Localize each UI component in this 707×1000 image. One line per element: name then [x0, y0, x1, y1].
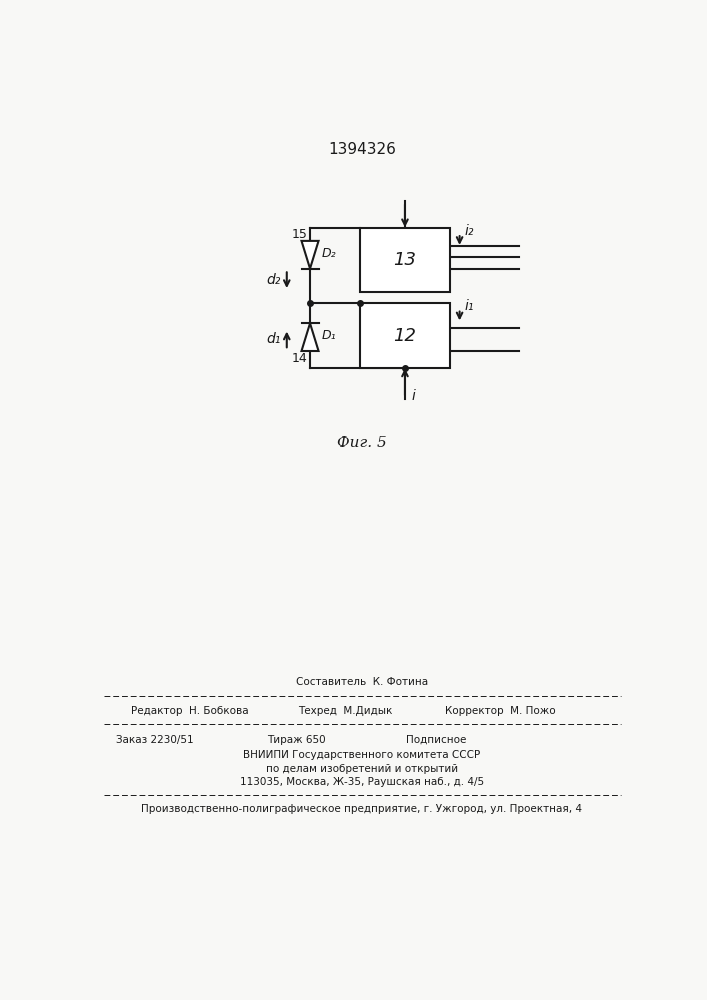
- Text: 14: 14: [292, 352, 308, 365]
- Text: 15: 15: [292, 228, 308, 241]
- Text: по делам изобретений и открытий: по делам изобретений и открытий: [266, 764, 458, 774]
- Text: Подписное: Подписное: [406, 735, 467, 745]
- Text: 13: 13: [394, 251, 416, 269]
- Text: Редактор  Н. Бобкова: Редактор Н. Бобкова: [131, 706, 249, 716]
- Text: D₂: D₂: [322, 247, 337, 260]
- Text: d₂: d₂: [267, 273, 281, 287]
- Text: i₁: i₁: [464, 299, 474, 313]
- Text: Тираж 650: Тираж 650: [267, 735, 325, 745]
- Polygon shape: [301, 241, 319, 269]
- Text: 1394326: 1394326: [328, 142, 396, 157]
- Text: D₁: D₁: [322, 329, 337, 342]
- Text: Производственно-полиграфическое предприятие, г. Ужгород, ул. Проектная, 4: Производственно-полиграфическое предприя…: [141, 804, 583, 814]
- Text: d₁: d₁: [267, 332, 281, 346]
- Text: i: i: [411, 389, 415, 403]
- Text: 113035, Москва, Ж-35, Раушская наб., д. 4/5: 113035, Москва, Ж-35, Раушская наб., д. …: [240, 777, 484, 787]
- Polygon shape: [301, 323, 319, 351]
- Bar: [360, 228, 450, 292]
- Text: Составитель  К. Фотина: Составитель К. Фотина: [296, 677, 428, 687]
- Text: 12: 12: [394, 327, 416, 345]
- Text: ВНИИПИ Государственного комитета СССР: ВНИИПИ Государственного комитета СССР: [243, 750, 481, 760]
- Text: Фиг. 5: Фиг. 5: [337, 436, 387, 450]
- Bar: [360, 303, 450, 368]
- Text: Заказ 2230/51: Заказ 2230/51: [115, 735, 193, 745]
- Text: Корректор  М. Пожо: Корректор М. Пожо: [445, 706, 556, 716]
- Text: Техред  М.Дидык: Техред М.Дидык: [298, 706, 392, 716]
- Text: i₂: i₂: [464, 224, 474, 238]
